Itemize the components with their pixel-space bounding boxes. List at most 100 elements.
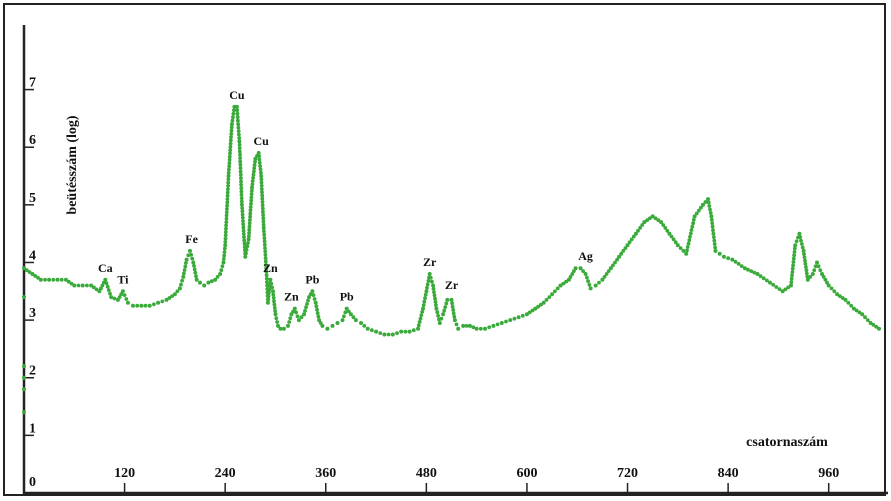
data-point	[310, 289, 315, 294]
y-tick-label: 5	[29, 191, 36, 206]
data-point	[30, 272, 35, 276]
data-point	[239, 202, 244, 207]
data-point	[430, 279, 434, 284]
data-point	[239, 189, 244, 194]
data-point	[673, 240, 678, 245]
data-point	[421, 303, 426, 307]
data-point	[192, 267, 197, 272]
data-point	[305, 302, 309, 306]
data-point	[22, 375, 26, 380]
data-point	[608, 266, 613, 271]
data-point	[346, 309, 351, 314]
data-point	[286, 323, 290, 328]
data-point	[33, 274, 38, 278]
data-point	[263, 252, 268, 257]
data-point	[260, 193, 265, 198]
data-point	[382, 332, 387, 337]
data-point	[256, 151, 261, 155]
data-point	[239, 182, 244, 187]
data-point	[231, 111, 236, 116]
data-point	[224, 220, 229, 225]
data-point	[229, 128, 234, 133]
data-point	[642, 220, 647, 225]
data-point	[265, 280, 269, 284]
data-point	[742, 266, 747, 271]
peak-label: Pb	[340, 290, 354, 304]
data-point	[536, 304, 540, 309]
data-point	[234, 104, 239, 109]
data-point	[272, 302, 277, 307]
data-point	[261, 213, 265, 217]
data-point	[261, 222, 266, 227]
data-point	[248, 211, 253, 216]
data-point	[863, 315, 867, 320]
data-point	[135, 303, 140, 308]
y-tick-label: 4	[29, 248, 36, 263]
data-point	[434, 306, 439, 311]
data-point	[613, 260, 617, 265]
data-point	[147, 303, 152, 308]
data-point	[428, 275, 433, 280]
x-tick-label: 480	[416, 466, 437, 481]
data-point	[243, 254, 248, 259]
data-point	[112, 296, 117, 301]
data-point	[224, 223, 229, 228]
data-point	[583, 272, 588, 276]
data-point	[437, 321, 442, 325]
data-point	[629, 237, 634, 242]
data-point	[843, 297, 848, 302]
data-point	[249, 192, 254, 196]
data-point	[242, 241, 247, 246]
data-point	[471, 325, 476, 330]
data-point	[226, 170, 231, 175]
data-point	[838, 294, 842, 298]
data-point	[225, 200, 230, 205]
data-point	[553, 289, 557, 294]
data-point	[230, 118, 235, 123]
data-point	[94, 287, 99, 292]
y-axis-title: beütésszám (log)	[65, 115, 80, 214]
data-point	[235, 115, 240, 120]
data-point	[259, 187, 264, 191]
data-point	[229, 122, 234, 127]
data-point	[645, 218, 649, 223]
data-point	[261, 216, 266, 221]
peak-labels: Ca Ti Fe Cu Cu Zn Zn Pb Pb Zr Zr Ag	[98, 88, 593, 304]
data-point	[857, 310, 862, 315]
x-tick-label: 600	[516, 466, 537, 481]
data-point	[252, 166, 257, 171]
data-point	[791, 263, 795, 268]
data-point	[260, 203, 265, 208]
data-point	[653, 216, 658, 221]
data-point	[487, 325, 492, 330]
data-point	[365, 326, 370, 331]
data-point	[180, 278, 185, 283]
data-point	[313, 300, 318, 305]
data-point	[229, 132, 234, 136]
data-point	[403, 329, 408, 334]
x-tick-label: 720	[617, 466, 638, 481]
data-point	[464, 324, 469, 328]
data-point	[247, 234, 251, 239]
peak-label: Cu	[254, 134, 270, 148]
data-point	[454, 322, 459, 327]
data-point	[238, 156, 243, 161]
data-point	[225, 197, 230, 202]
data-point	[826, 283, 831, 288]
data-point	[431, 286, 436, 291]
data-point	[399, 329, 404, 334]
data-point	[238, 172, 243, 177]
data-point	[688, 231, 693, 236]
data-point	[55, 277, 60, 282]
data-point	[85, 283, 89, 288]
data-point	[790, 270, 795, 274]
data-point	[621, 249, 626, 253]
data-point	[821, 275, 826, 279]
data-point	[581, 269, 585, 273]
data-point	[270, 285, 274, 290]
data-point	[474, 326, 479, 331]
data-point	[281, 326, 286, 331]
data-point	[661, 223, 666, 227]
data-point	[374, 329, 379, 334]
data-point	[262, 239, 267, 244]
